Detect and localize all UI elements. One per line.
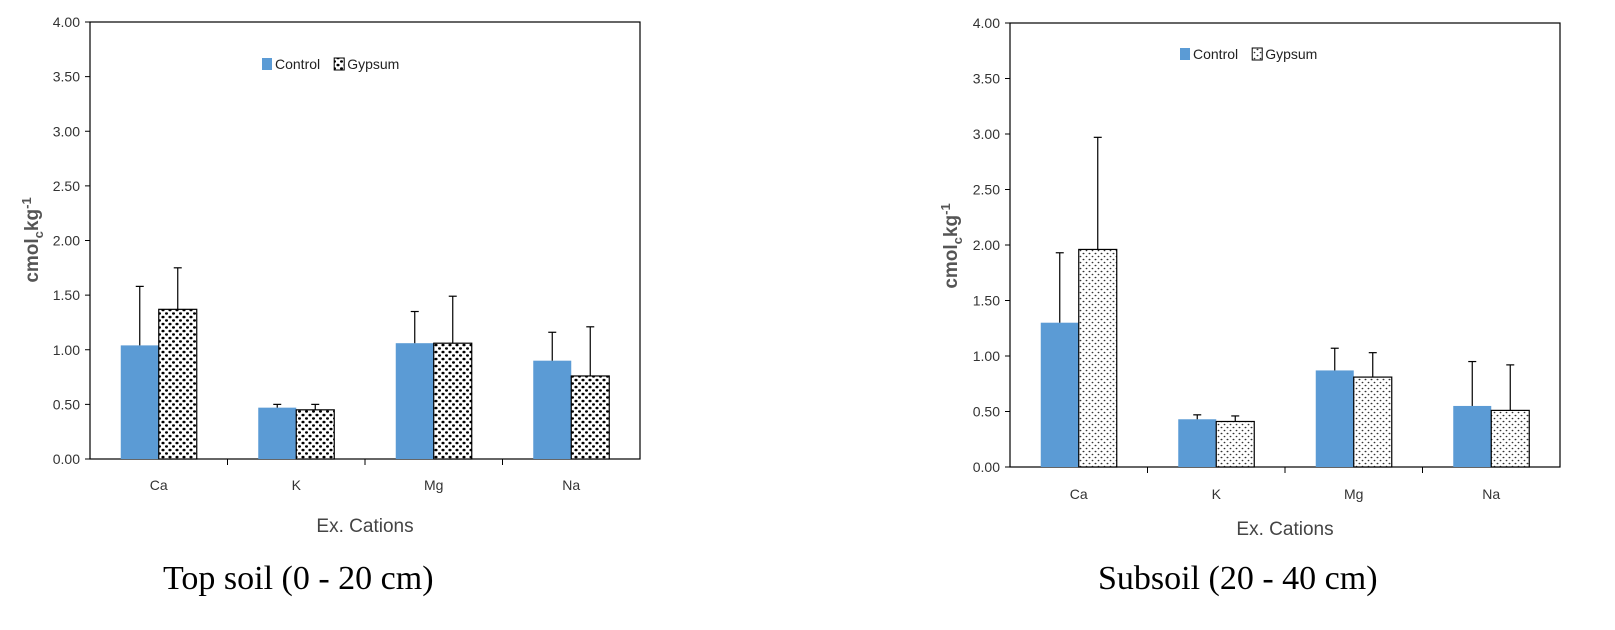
x-tick-label-na: Na: [562, 477, 580, 493]
bar-gypsum-ca: [158, 308, 198, 460]
x-tick-label-mg: Mg: [424, 477, 443, 493]
legend-label-gypsum: Gypsum: [1265, 46, 1317, 62]
y-tick-label: 0.50: [53, 396, 80, 412]
legend: Control Gypsum: [1180, 46, 1317, 62]
chart-subsoil: 0.00 0.50 1.00 1.50 2.00 2.50 3.00 3.50 4.00 Ca K M…: [938, 15, 1561, 540]
y-tick-label: 1.00: [53, 342, 80, 358]
y-tick-label: 1.50: [973, 293, 1000, 309]
legend-label-control: Control: [275, 56, 320, 72]
bar-control-k: [1178, 419, 1217, 467]
bar-gypsum-na: [1490, 409, 1530, 468]
bar-control-na: [533, 360, 572, 459]
bar-control-mg: [1315, 370, 1354, 467]
x-tick-label-k: K: [1212, 486, 1222, 502]
legend-swatch-gypsum: [333, 57, 345, 71]
y-axis-title: cmolckg-1: [19, 197, 46, 282]
x-tick-label-ca: Ca: [150, 477, 168, 493]
x-tick-label-ca: Ca: [1070, 486, 1088, 502]
x-tick-label-na: Na: [1482, 486, 1500, 502]
y-tick-label: 4.00: [973, 15, 1000, 31]
y-tick-label: 1.50: [53, 287, 80, 303]
bar-gypsum-mg: [1353, 376, 1393, 468]
chart-panel-subsoil: 0.00 0.50 1.00 1.50 2.00 2.50 3.00 3.50 4.00 Ca K M…: [800, 0, 1615, 630]
legend-label-gypsum: Gypsum: [347, 56, 399, 72]
y-axis-title: cmolckg-1: [938, 203, 965, 288]
y-tick-label: 3.00: [53, 123, 80, 139]
bar-control-mg: [395, 343, 434, 459]
bar-gypsum-k: [295, 409, 335, 460]
legend-swatch-control: [1180, 48, 1190, 60]
x-axis-title: Ex. Cations: [316, 516, 413, 537]
bar-gypsum-mg: [433, 342, 473, 460]
y-tick-label: 0.00: [973, 459, 1000, 475]
y-tick-label: 2.50: [53, 178, 80, 194]
x-tick-label-k: K: [292, 477, 302, 493]
y-tick-label: 3.50: [973, 71, 1000, 87]
y-tick-label: 0.00: [53, 451, 80, 467]
bar-gypsum-k: [1215, 420, 1255, 468]
legend-swatch-gypsum: [1251, 47, 1263, 61]
chart-panel-topsoil: 0.00 0.50 1.00 1.50 2.00 2.50 3.00 3.50 4.00 Ca K M…: [0, 0, 800, 630]
y-tick-label: 2.00: [973, 237, 1000, 253]
chart-topsoil: 0.00 0.50 1.00 1.50 2.00 2.50 3.00 3.50 4.00 Ca K M…: [19, 14, 641, 537]
bar-control-ca: [120, 345, 159, 459]
legend-label-control: Control: [1193, 46, 1238, 62]
caption-subsoil: Subsoil (20 - 40 cm): [1098, 560, 1378, 597]
legend: Control Gypsum: [262, 56, 399, 72]
y-tick-label: 3.00: [973, 126, 1000, 142]
bar-gypsum-na: [570, 375, 610, 460]
y-tick-label: 3.50: [53, 69, 80, 85]
y-tick-label: 2.50: [973, 182, 1000, 198]
bar-control-k: [258, 407, 297, 459]
legend-swatch-control: [262, 58, 272, 70]
bar-control-na: [1453, 405, 1492, 467]
y-tick-label: 2.00: [53, 233, 80, 249]
bar-gypsum-ca: [1078, 248, 1118, 468]
y-tick-label: 4.00: [53, 14, 80, 30]
bar-control-ca: [1040, 322, 1079, 467]
x-tick-label-mg: Mg: [1344, 486, 1363, 502]
x-axis-title: Ex. Cations: [1236, 519, 1333, 540]
y-tick-label: 1.00: [973, 348, 1000, 364]
caption-topsoil: Top soil (0 - 20 cm): [163, 560, 434, 597]
y-tick-label: 0.50: [973, 404, 1000, 420]
